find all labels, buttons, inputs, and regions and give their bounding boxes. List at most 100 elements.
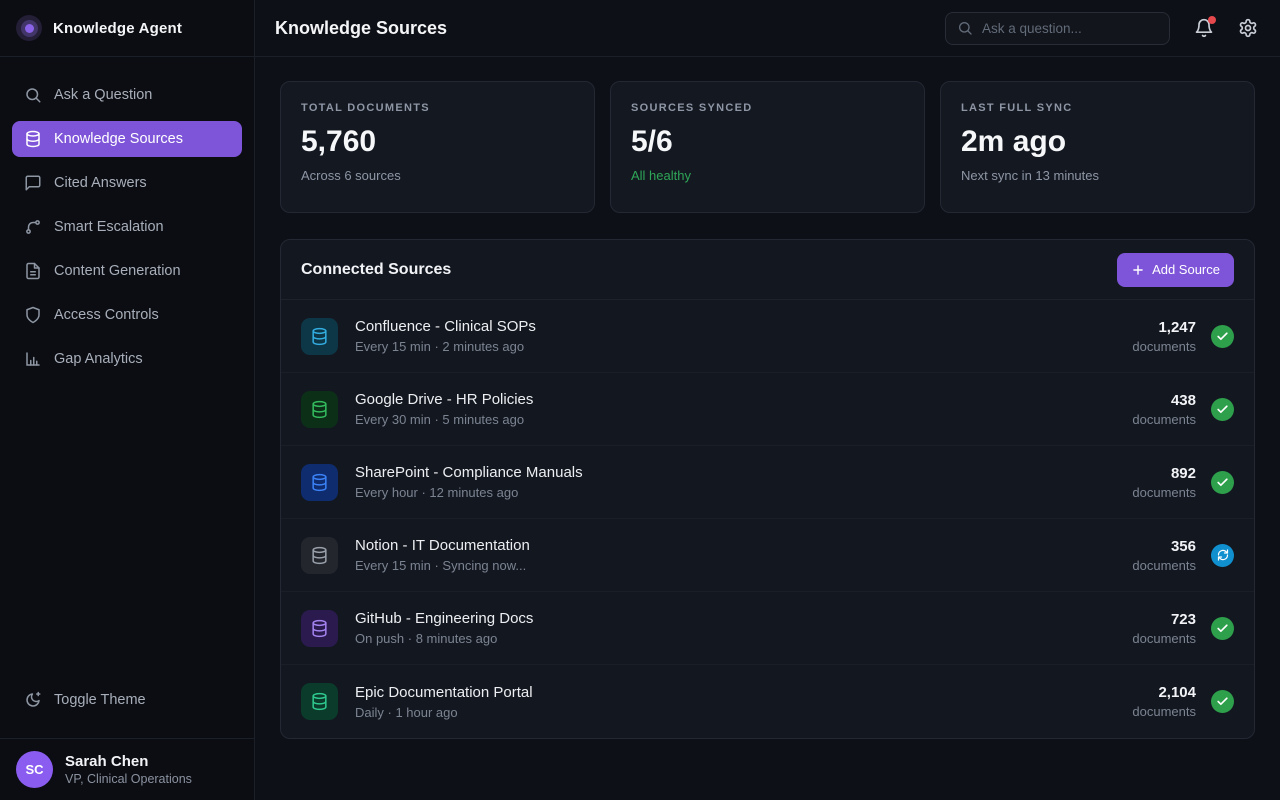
content: TOTAL DOCUMENTS 5,760 Across 6 sources S…: [255, 57, 1280, 739]
app-name: Knowledge Agent: [53, 19, 183, 37]
notifications-button[interactable]: [1194, 16, 1216, 38]
source-schedule: Every 15 min · 2 minutes ago: [355, 339, 525, 354]
add-source-button[interactable]: Add Source: [1117, 252, 1234, 287]
search-box[interactable]: [945, 11, 1170, 45]
source-name: GitHub - Engineering Docs: [355, 610, 534, 627]
source-doc-count-label: documents: [1132, 557, 1196, 573]
source-name: SharePoint - Compliance Manuals: [355, 464, 583, 481]
panel-header: Connected Sources Add Source: [281, 240, 1254, 300]
sidebar-item-label: Knowledge Sources: [54, 131, 183, 147]
source-doc-count: 438: [1170, 391, 1196, 409]
database-icon: [312, 473, 327, 491]
synced-check-icon: [1211, 616, 1234, 640]
source-doc-count: 356: [1170, 537, 1196, 555]
avatar: SC: [16, 751, 53, 788]
source-icon-tile: [301, 536, 338, 574]
sidebar-item-ask-a-question[interactable]: Ask a Question: [12, 77, 242, 113]
sidebar: Knowledge Agent Ask a Question Knowledge…: [0, 0, 255, 800]
app-logo-row: Knowledge Agent: [0, 0, 254, 57]
source-row[interactable]: Google Drive - HR Policies Every 30 min …: [281, 373, 1254, 446]
add-source-label: Add Source: [1152, 262, 1220, 277]
source-icon-tile: [301, 609, 338, 647]
settings-button[interactable]: [1238, 18, 1258, 38]
gear-icon: [1239, 18, 1257, 38]
moon-stars-icon: [24, 691, 42, 709]
sidebar-item-label: Gap Analytics: [54, 351, 143, 367]
plus-icon: [1131, 263, 1145, 277]
page-title: Knowledge Sources: [275, 17, 448, 38]
source-doc-count: 2,104: [1158, 684, 1196, 701]
sidebar-item-access-controls[interactable]: Access Controls: [12, 297, 242, 333]
stat-label: TOTAL DOCUMENTS: [301, 102, 430, 114]
stat-cards: TOTAL DOCUMENTS 5,760 Across 6 sources S…: [280, 81, 1255, 213]
synced-check-icon: [1211, 397, 1234, 421]
stat-value: 5,760: [301, 125, 377, 158]
file-icon: [24, 262, 42, 280]
sidebar-item-cited-answers[interactable]: Cited Answers: [12, 165, 242, 201]
source-doc-count-label: documents: [1132, 484, 1196, 500]
source-doc-count-label: documents: [1132, 411, 1196, 427]
source-row[interactable]: Epic Documentation Portal Daily · 1 hour…: [281, 665, 1254, 738]
stat-sub: Across 6 sources: [301, 168, 401, 183]
source-icon-tile: [301, 463, 338, 501]
source-row[interactable]: GitHub - Engineering Docs On push · 8 mi…: [281, 592, 1254, 665]
sidebar-item-label: Smart Escalation: [54, 219, 164, 235]
source-icon-tile: [301, 683, 338, 720]
source-icon-tile: [301, 390, 338, 428]
user-profile[interactable]: SC Sarah Chen VP, Clinical Operations: [0, 738, 254, 800]
synced-check-icon: [1211, 470, 1234, 494]
sidebar-item-label: Content Generation: [54, 263, 181, 279]
source-row[interactable]: Notion - IT Documentation Every 15 min ·…: [281, 519, 1254, 592]
sidebar-item-label: Cited Answers: [54, 175, 147, 191]
source-name: Confluence - Clinical SOPs: [355, 318, 536, 335]
source-doc-count: 723: [1170, 610, 1196, 628]
stat-label: SOURCES SYNCED: [631, 102, 753, 114]
sidebar-item-label: Ask a Question: [54, 87, 153, 103]
chart-icon: [24, 350, 42, 368]
source-list: Confluence - Clinical SOPs Every 15 min …: [281, 300, 1254, 738]
app-logo-icon: [16, 15, 42, 41]
stat-label: LAST FULL SYNC: [961, 102, 1073, 114]
sidebar-item-content-generation[interactable]: Content Generation: [12, 253, 242, 289]
sidebar-item-smart-escalation[interactable]: Smart Escalation: [12, 209, 242, 245]
sidebar-nav: Ask a Question Knowledge Sources Cited A…: [0, 57, 254, 738]
main-area: Knowledge Sources TOTAL DOCUMENTS 5,760: [255, 0, 1280, 800]
database-icon: [312, 327, 327, 345]
source-name: Epic Documentation Portal: [355, 683, 533, 701]
source-row[interactable]: SharePoint - Compliance Manuals Every ho…: [281, 446, 1254, 519]
database-icon: [24, 130, 42, 148]
sidebar-item-label: Access Controls: [54, 307, 159, 323]
user-name: Sarah Chen: [65, 753, 149, 770]
source-name: Notion - IT Documentation: [355, 537, 530, 554]
panel-title: Connected Sources: [301, 260, 452, 278]
database-icon: [312, 692, 327, 711]
source-doc-count-label: documents: [1132, 630, 1196, 646]
stat-sub: All healthy: [631, 168, 691, 183]
search-input[interactable]: [982, 20, 1158, 36]
source-name: Google Drive - HR Policies: [355, 391, 534, 408]
toggle-theme-label: Toggle Theme: [54, 692, 146, 708]
branch-icon: [24, 218, 42, 236]
message-icon: [24, 174, 42, 192]
source-doc-count-label: documents: [1132, 338, 1196, 354]
database-icon: [312, 400, 327, 418]
shield-icon: [24, 306, 42, 324]
toggle-theme-button[interactable]: Toggle Theme: [12, 682, 242, 718]
search-icon: [957, 20, 973, 36]
source-schedule: Every 15 min · Syncing now...: [355, 558, 527, 573]
connected-sources-panel: Connected Sources Add Source Confluence …: [280, 239, 1255, 739]
source-schedule: Every hour · 12 minutes ago: [355, 485, 519, 500]
sync-in-progress-icon: [1211, 543, 1234, 567]
stat-sub: Next sync in 13 minutes: [961, 168, 1100, 183]
user-role: VP, Clinical Operations: [65, 772, 192, 786]
topbar: Knowledge Sources: [255, 0, 1280, 57]
database-icon: [312, 546, 327, 564]
source-row[interactable]: Confluence - Clinical SOPs Every 15 min …: [281, 300, 1254, 373]
stat-value: 5/6: [631, 125, 673, 158]
source-schedule: Daily · 1 hour ago: [355, 704, 458, 720]
source-icon-tile: [301, 317, 338, 355]
sidebar-item-gap-analytics[interactable]: Gap Analytics: [12, 341, 242, 377]
sidebar-item-knowledge-sources[interactable]: Knowledge Sources: [12, 121, 242, 157]
source-doc-count: 892: [1170, 464, 1196, 482]
synced-check-icon: [1211, 690, 1234, 713]
